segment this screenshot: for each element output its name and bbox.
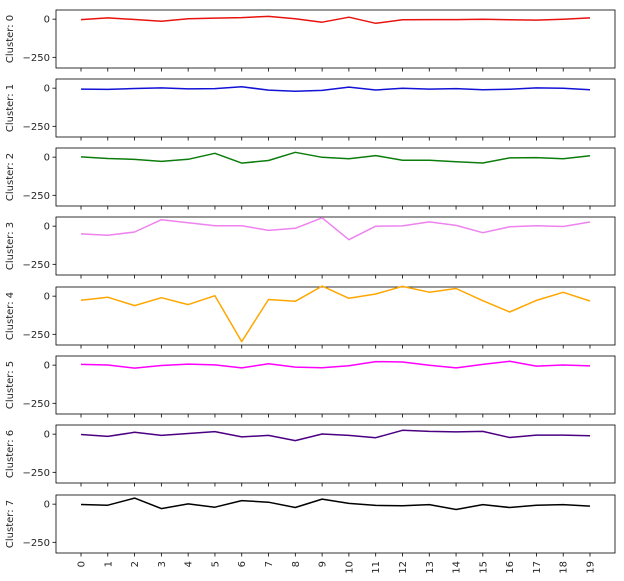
x-tick-label: 1 bbox=[103, 561, 114, 567]
subplot-cluster-0: 0 −250 Cluster: 0 bbox=[5, 9, 616, 72]
shared-x-axis: 0 1 2 3 4 5 6 7 8 9 10 11 12 13 14 15 16 17 18 19 bbox=[77, 561, 597, 574]
x-tick-label: 19 bbox=[586, 561, 597, 574]
subplot-frame bbox=[55, 494, 616, 554]
subplot-cluster-5: 0 −250 Cluster: 5 bbox=[5, 355, 616, 418]
subplot-cluster-7: 0 −250 Cluster: 7 bbox=[5, 494, 616, 557]
x-tick-label: 9 bbox=[318, 561, 329, 567]
y-tick-label: 0 bbox=[44, 153, 50, 164]
y-tick-label: 0 bbox=[44, 222, 50, 233]
x-tick-label: 16 bbox=[505, 561, 516, 574]
x-tick-label: 17 bbox=[532, 561, 543, 574]
subplot-frame bbox=[55, 78, 616, 138]
x-tick-label: 5 bbox=[210, 561, 221, 567]
x-tick-label: 15 bbox=[478, 561, 489, 574]
x-tick-label: 18 bbox=[559, 561, 570, 574]
subplot-frame bbox=[55, 286, 616, 346]
x-tick-label: 6 bbox=[237, 561, 248, 567]
y-axis-label: Cluster: 3 bbox=[5, 222, 16, 270]
y-axis-label: Cluster: 7 bbox=[5, 500, 16, 548]
y-axis-label: Cluster: 4 bbox=[5, 292, 16, 340]
y-tick-label: −250 bbox=[23, 53, 50, 64]
y-axis-label: Cluster: 2 bbox=[5, 153, 16, 201]
series-line-cluster-4 bbox=[80, 285, 591, 343]
y-tick-label: 0 bbox=[44, 15, 50, 26]
series-line-cluster-3 bbox=[80, 217, 591, 241]
x-tick-label: 12 bbox=[398, 561, 409, 574]
x-tick-label: 13 bbox=[425, 561, 436, 574]
subplot-frame bbox=[55, 147, 616, 207]
x-tick-label: 7 bbox=[264, 561, 275, 567]
y-tick-label: −250 bbox=[23, 538, 50, 549]
y-tick-label: 0 bbox=[44, 361, 50, 372]
x-tick-label: 3 bbox=[157, 561, 168, 567]
subplot-cluster-1: 0 −250 Cluster: 1 bbox=[5, 78, 616, 141]
x-tick-label: 0 bbox=[77, 561, 88, 567]
series-line-cluster-5 bbox=[80, 360, 591, 369]
y-tick-label: −250 bbox=[23, 330, 50, 341]
series-line-cluster-7 bbox=[80, 497, 591, 511]
y-tick-label: 0 bbox=[44, 430, 50, 441]
y-tick-label: −250 bbox=[23, 191, 50, 202]
x-tick-label: 4 bbox=[184, 561, 195, 567]
subplot-stack: 0 −250 Cluster: 0 0 −250 Cluster: 1 0 −250 Clust… bbox=[5, 9, 616, 557]
subplot-frame bbox=[55, 9, 616, 69]
series-line-cluster-6 bbox=[80, 429, 591, 442]
x-tick-label: 2 bbox=[130, 561, 141, 567]
y-axis-label: Cluster: 6 bbox=[5, 430, 16, 478]
y-axis-label: Cluster: 1 bbox=[5, 84, 16, 132]
subplot-frame bbox=[55, 355, 616, 415]
x-tick-label: 11 bbox=[371, 561, 382, 574]
y-tick-label: 0 bbox=[44, 84, 50, 95]
y-tick-label: 0 bbox=[44, 500, 50, 511]
y-tick-label: −250 bbox=[23, 122, 50, 133]
y-tick-label: 0 bbox=[44, 292, 50, 303]
series-line-cluster-0 bbox=[80, 15, 591, 25]
subplot-frame bbox=[55, 424, 616, 484]
x-tick-label: 10 bbox=[344, 561, 355, 574]
subplot-cluster-3: 0 −250 Cluster: 3 bbox=[5, 216, 616, 279]
y-tick-label: −250 bbox=[23, 260, 50, 271]
x-tick-label: 8 bbox=[291, 561, 302, 567]
y-tick-label: −250 bbox=[23, 468, 50, 479]
y-axis-label: Cluster: 0 bbox=[5, 15, 16, 63]
x-tick-label: 14 bbox=[452, 561, 463, 574]
subplot-cluster-4: 0 −250 Cluster: 4 bbox=[5, 285, 616, 349]
series-line-cluster-2 bbox=[80, 151, 591, 164]
series-line-cluster-1 bbox=[80, 86, 591, 92]
subplot-cluster-2: 0 −250 Cluster: 2 bbox=[5, 147, 616, 210]
y-axis-label: Cluster: 5 bbox=[5, 361, 16, 409]
subplot-cluster-6: 0 −250 Cluster: 6 bbox=[5, 424, 616, 487]
y-tick-label: −250 bbox=[23, 399, 50, 410]
subplot-frame bbox=[55, 216, 616, 276]
